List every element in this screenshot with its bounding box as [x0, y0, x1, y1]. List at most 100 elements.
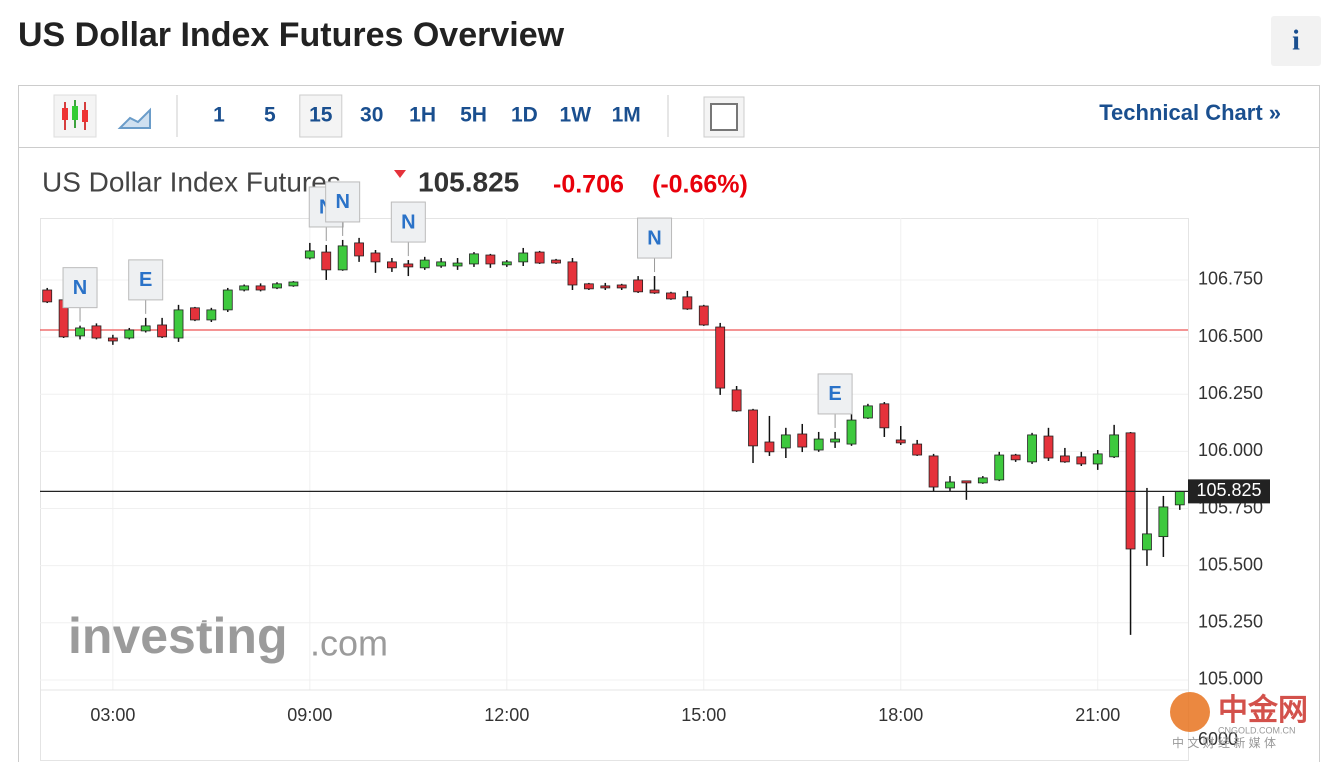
candle-body: [1174, 490, 1185, 506]
candle-body: [977, 477, 988, 484]
technical-chart-link[interactable]: Technical Chart »: [1099, 100, 1281, 125]
event-label[interactable]: N: [401, 211, 415, 233]
candle-body: [222, 289, 233, 311]
interval-button[interactable]: 5: [264, 104, 276, 127]
candle-body: [863, 405, 873, 419]
candle-body: [419, 259, 430, 269]
candle-body: [190, 307, 200, 321]
candle-body: [600, 285, 611, 289]
instrument-name: US Dollar Index Futures: [42, 166, 341, 197]
candle-body: [1027, 434, 1037, 463]
interval-button[interactable]: 15: [309, 104, 333, 127]
candle-body: [501, 261, 512, 266]
candle-body: [485, 254, 496, 265]
candle-body: [780, 434, 791, 449]
event-label[interactable]: N: [647, 227, 661, 249]
candle-body: [961, 480, 972, 484]
selected-interval[interactable]: [299, 94, 343, 138]
event-flag[interactable]: [817, 373, 853, 415]
candle-body: [173, 309, 184, 339]
last-price-label: 105.825: [1196, 480, 1261, 500]
candle-body: [567, 261, 578, 286]
candle-body: [994, 454, 1005, 481]
candle-body: [813, 438, 824, 451]
candle-body: [288, 281, 299, 287]
event-flag[interactable]: [325, 181, 361, 223]
last-price-tag: [1188, 479, 1270, 504]
candle-body: [731, 389, 742, 412]
event-label[interactable]: N: [73, 277, 87, 299]
candle-body: [304, 250, 315, 259]
candle-body: [682, 296, 693, 310]
y-tick-label: 105.000: [1198, 669, 1263, 689]
candle-body: [107, 337, 118, 342]
candle-body: [452, 262, 463, 267]
interval-button[interactable]: 1M: [612, 104, 641, 127]
watermark-brand: investing: [68, 608, 287, 664]
change: -0.706: [553, 171, 624, 199]
event-flag[interactable]: [128, 259, 164, 301]
plot-frame: [40, 218, 1189, 761]
panel: [18, 85, 1320, 762]
y-tick-label: 105.250: [1198, 612, 1263, 632]
volume-axis-label: 6000: [1198, 729, 1238, 749]
candle-body: [534, 251, 545, 264]
interval-button[interactable]: 1: [213, 104, 225, 127]
candle-body: [649, 289, 660, 294]
event-label[interactable]: E: [828, 383, 841, 405]
y-tick-label: 106.500: [1198, 326, 1263, 346]
candle-body: [206, 309, 217, 321]
y-tick-label: 106.250: [1198, 383, 1263, 403]
candle-body: [846, 419, 857, 445]
down-arrow: [394, 170, 406, 178]
x-tick-label: 09:00: [287, 705, 332, 725]
candle-body: [583, 283, 594, 290]
candle-body: [436, 261, 447, 267]
candle-body: [879, 403, 890, 429]
candle-body: [830, 438, 840, 443]
line-icon[interactable]: [117, 107, 151, 129]
watermark-suffix: .com: [310, 623, 388, 664]
candle-body: [551, 259, 561, 264]
candle-body: [1010, 454, 1021, 461]
candle-body: [321, 251, 332, 271]
candle-body: [403, 263, 414, 268]
candle-body: [666, 292, 676, 300]
info-button[interactable]: [1271, 16, 1321, 66]
last-price: 105.825: [418, 166, 519, 197]
interval-button[interactable]: 5H: [460, 104, 487, 127]
candle-body: [616, 284, 627, 289]
candle-body: [354, 242, 364, 257]
x-tick-label: 21:00: [1075, 705, 1120, 725]
interval-button[interactable]: 1D: [511, 104, 538, 127]
candle-body: [124, 329, 135, 339]
interval-button[interactable]: 30: [360, 104, 383, 127]
candle-body: [1059, 455, 1070, 463]
y-tick-label: 106.000: [1198, 440, 1263, 460]
x-tick-label: 12:00: [484, 705, 529, 725]
logo-icon: [1170, 692, 1210, 732]
candle-body: [633, 279, 644, 293]
candle-body: [91, 325, 102, 339]
candle-body: [1142, 533, 1152, 551]
candle-body: [387, 261, 397, 269]
candle-body: [255, 285, 266, 291]
candle-body: [157, 324, 168, 338]
event-flag[interactable]: [390, 201, 426, 243]
x-tick-label: 18:00: [878, 705, 923, 725]
layout-icon[interactable]: [710, 103, 738, 131]
event-label[interactable]: E: [139, 269, 152, 291]
logo-slogan: 中 文 财 经 新 媒 体: [1172, 735, 1276, 750]
event-label[interactable]: N: [335, 191, 349, 213]
interval-button[interactable]: 1W: [560, 104, 592, 127]
info-icon[interactable]: i: [1292, 25, 1300, 56]
event-flag[interactable]: [62, 267, 98, 309]
x-tick-label: 15:00: [681, 705, 726, 725]
change-percent: (-0.66%): [652, 171, 748, 199]
event-flag[interactable]: [637, 217, 673, 259]
candle-body: [75, 327, 85, 337]
candle-body: [797, 433, 808, 448]
interval-button[interactable]: 1H: [409, 104, 436, 127]
page-title: US Dollar Index Futures Overview: [18, 16, 565, 54]
candle-body: [698, 305, 709, 326]
